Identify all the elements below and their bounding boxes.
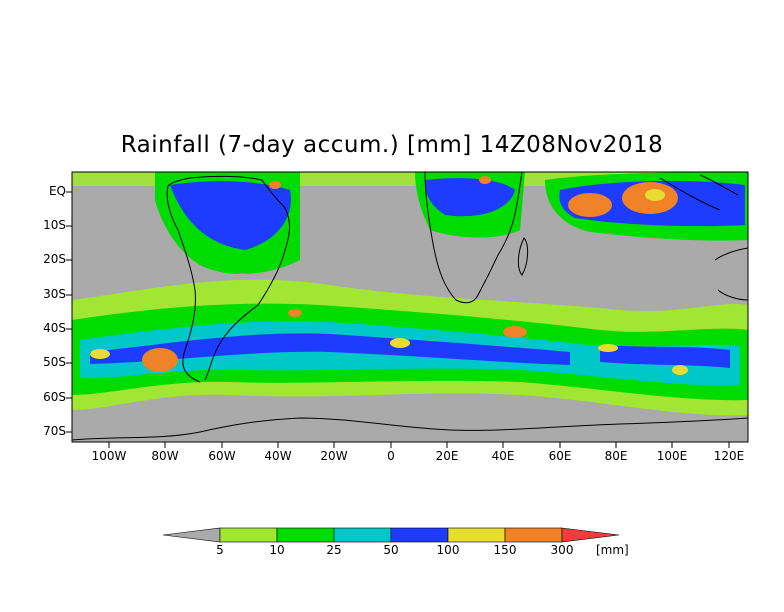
lat-label: 50S bbox=[43, 355, 66, 369]
map-frame bbox=[71, 171, 749, 443]
lon-label: 20E bbox=[435, 449, 459, 463]
lon-label: 0 bbox=[387, 449, 395, 463]
lon-label: 100W bbox=[91, 449, 127, 463]
lat-label: 30S bbox=[43, 287, 66, 301]
lon-label: 120E bbox=[713, 449, 745, 463]
lat-ticks bbox=[66, 191, 72, 433]
legend-label: 100 bbox=[436, 543, 460, 557]
lon-label: 80E bbox=[604, 449, 628, 463]
heavy-rain-cores bbox=[90, 176, 688, 375]
lat-label: 70S bbox=[43, 424, 66, 438]
legend-label: 25 bbox=[326, 543, 342, 557]
lat-label: EQ bbox=[48, 184, 66, 198]
lon-label: 40W bbox=[264, 449, 292, 463]
lon-label: 20W bbox=[320, 449, 348, 463]
legend-unit: [mm] bbox=[596, 543, 629, 557]
coastlines bbox=[72, 172, 748, 441]
lon-ticks bbox=[108, 442, 730, 448]
southern-rain-band bbox=[72, 279, 748, 416]
legend-swatch bbox=[162, 527, 221, 543]
legend-label: 10 bbox=[269, 543, 285, 557]
lon-label: 60E bbox=[548, 449, 572, 463]
legend-swatch bbox=[447, 527, 506, 543]
legend-label: 50 bbox=[383, 543, 399, 557]
lat-label: 10S bbox=[43, 218, 66, 232]
legend-swatch bbox=[276, 527, 335, 543]
lat-label: 40S bbox=[43, 321, 66, 335]
lon-label: 40E bbox=[491, 449, 515, 463]
lat-label: 60S bbox=[43, 390, 66, 404]
legend-swatch bbox=[504, 527, 563, 543]
legend-swatch bbox=[390, 527, 449, 543]
lon-label: 80W bbox=[151, 449, 179, 463]
lon-label: 100E bbox=[656, 449, 688, 463]
legend-swatch bbox=[333, 527, 392, 543]
legend-label: 5 bbox=[216, 543, 224, 557]
lat-label: 20S bbox=[43, 252, 66, 266]
legend-label: 300 bbox=[550, 543, 574, 557]
map-title: Rainfall (7-day accum.) [mm] 14Z08Nov201… bbox=[120, 132, 664, 158]
lon-label: 60W bbox=[208, 449, 236, 463]
legend-swatch bbox=[219, 527, 278, 543]
legend-swatch bbox=[561, 527, 620, 543]
legend-label: 150 bbox=[493, 543, 517, 557]
